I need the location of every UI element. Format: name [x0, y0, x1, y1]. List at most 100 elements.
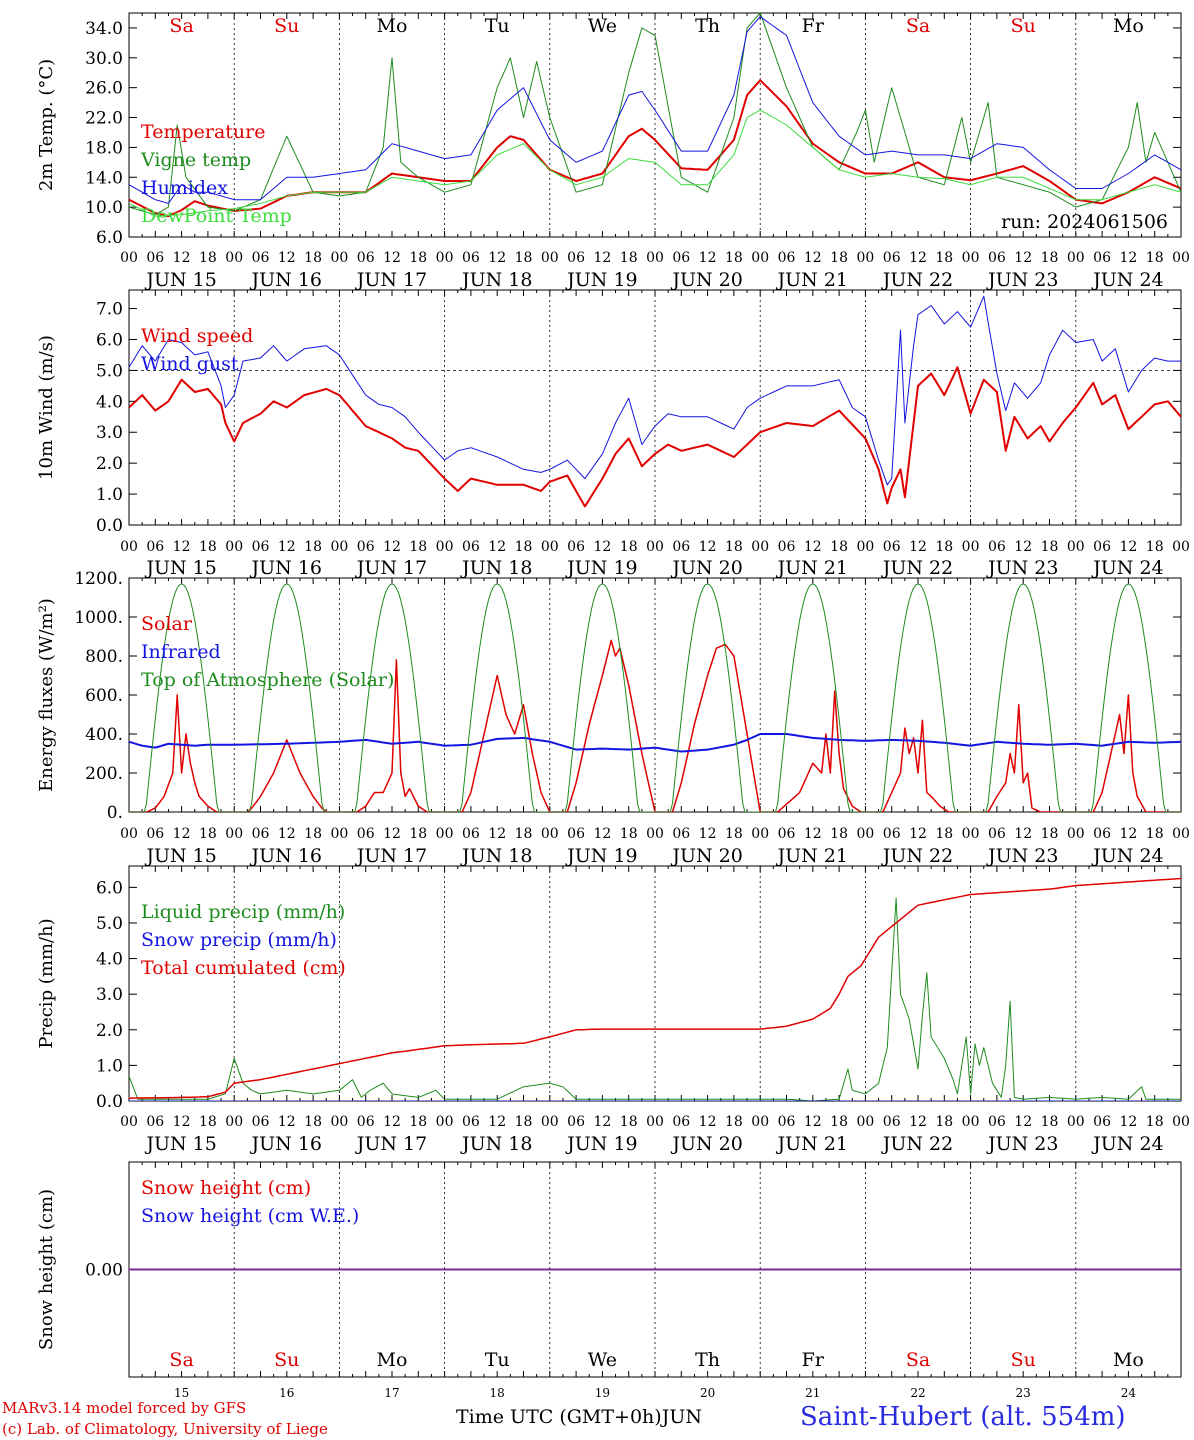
- hour-tick-label: 06: [672, 826, 690, 842]
- hour-tick-label: 06: [462, 1114, 480, 1130]
- hour-tick-label: 12: [593, 1114, 611, 1130]
- hour-tick-label: 18: [725, 1114, 743, 1130]
- hour-tick-label: 12: [173, 1114, 191, 1130]
- hour-tick-label: 06: [146, 250, 164, 266]
- date-label: JUN 23: [986, 269, 1058, 291]
- day-of-week-label: Sa: [169, 1349, 193, 1371]
- date-label: JUN 20: [670, 557, 742, 579]
- series-line: [129, 583, 1181, 812]
- legend-entry: Wind gust: [141, 353, 239, 375]
- hour-tick-label: 18: [1146, 539, 1164, 555]
- date-label: JUN 16: [250, 269, 322, 291]
- hour-tick-label: 00: [1067, 539, 1085, 555]
- day-of-week-label: Th: [695, 1349, 720, 1371]
- hour-tick-label: 06: [567, 539, 585, 555]
- date-label: JUN 17: [355, 1133, 427, 1155]
- day-of-week-label: Sa: [169, 15, 193, 37]
- y-tick-label: 4.0: [96, 950, 123, 970]
- hour-tick-label: 12: [278, 826, 296, 842]
- y-tick-label: 0.0: [96, 516, 123, 536]
- y-tick-label: 3.0: [96, 985, 123, 1005]
- hour-tick-label: 06: [1093, 826, 1111, 842]
- hour-tick-label: 18: [515, 250, 533, 266]
- hour-tick-label: 06: [462, 250, 480, 266]
- date-label: JUN 15: [144, 557, 216, 579]
- date-label: JUN 21: [776, 1133, 848, 1155]
- hour-tick-label: 00: [751, 250, 769, 266]
- hour-tick-label: 06: [1093, 1114, 1111, 1130]
- hour-tick-label: 18: [515, 1114, 533, 1130]
- series-line: [129, 639, 1181, 812]
- x-axis-month: JUN: [661, 1406, 702, 1428]
- hour-tick-label: 12: [1014, 1114, 1032, 1130]
- y-tick-label: 7.0: [96, 300, 123, 320]
- y-tick-label: 0.: [107, 803, 123, 823]
- legend-entry: Wind speed: [141, 325, 253, 347]
- y-tick-label: 6.0: [96, 228, 123, 248]
- hour-tick-label: 06: [883, 1114, 901, 1130]
- legend-entry: DewPoint Temp: [141, 205, 292, 227]
- series-line: [129, 366, 1181, 508]
- day-number-label: 23: [1016, 1386, 1031, 1400]
- date-label: JUN 19: [565, 269, 637, 291]
- y-tick-label: 30.0: [85, 49, 123, 69]
- day-of-week-label: Fr: [802, 15, 825, 37]
- date-label: JUN 21: [776, 557, 848, 579]
- date-label: JUN 20: [670, 269, 742, 291]
- y-tick-label: 600.: [85, 686, 123, 706]
- hour-tick-label: 00: [225, 826, 243, 842]
- hour-tick-label: 06: [988, 1114, 1006, 1130]
- hour-tick-label: 00: [962, 539, 980, 555]
- hour-tick-label: 06: [778, 826, 796, 842]
- y-tick-label: 1000.: [74, 608, 123, 628]
- hour-tick-label: 12: [488, 1114, 506, 1130]
- hour-tick-label: 18: [409, 539, 427, 555]
- hour-tick-label: 12: [909, 1114, 927, 1130]
- date-label: JUN 24: [1091, 269, 1163, 291]
- hour-tick-label: 00: [1067, 826, 1085, 842]
- hour-tick-label: 12: [593, 539, 611, 555]
- day-number-label: 15: [174, 1386, 189, 1400]
- day-number-label: 16: [279, 1386, 294, 1400]
- hour-tick-label: 00: [541, 250, 559, 266]
- hour-tick-label: 18: [409, 826, 427, 842]
- hour-tick-label: 12: [699, 250, 717, 266]
- hour-tick-label: 12: [1119, 539, 1137, 555]
- hour-tick-label: 18: [830, 826, 848, 842]
- day-number-label: 21: [805, 1386, 820, 1400]
- hour-tick-label: 18: [409, 250, 427, 266]
- hour-tick-label: 12: [699, 1114, 717, 1130]
- hour-tick-label: 18: [304, 250, 322, 266]
- y-tick-label: 22.0: [85, 109, 123, 129]
- series-line: [129, 109, 1181, 217]
- hour-tick-label: 12: [488, 539, 506, 555]
- hour-tick-label: 06: [1093, 250, 1111, 266]
- hour-tick-label: 18: [1041, 1114, 1059, 1130]
- hour-tick-label: 18: [935, 826, 953, 842]
- hour-tick-label: 06: [146, 539, 164, 555]
- hour-tick-label: 18: [1146, 826, 1164, 842]
- hour-tick-label: 12: [804, 539, 822, 555]
- date-label: JUN 16: [250, 1133, 322, 1155]
- date-label: JUN 24: [1091, 845, 1163, 867]
- hour-tick-label: 00: [1172, 1114, 1190, 1130]
- hour-tick-label: 18: [1146, 1114, 1164, 1130]
- day-of-week-label: Mo: [377, 1349, 408, 1371]
- hour-tick-label: 18: [620, 826, 638, 842]
- date-label: JUN 21: [776, 845, 848, 867]
- hour-tick-label: 00: [120, 826, 138, 842]
- y-tick-label: 3.0: [96, 423, 123, 443]
- hour-tick-label: 00: [646, 250, 664, 266]
- series-line: [129, 733, 1181, 753]
- hour-tick-label: 18: [199, 1114, 217, 1130]
- legend-entry: Snow height (cm W.E.): [141, 1205, 359, 1227]
- day-of-week-label: Sa: [906, 1349, 930, 1371]
- day-of-week-label: Tu: [485, 15, 510, 37]
- hour-tick-label: 12: [383, 826, 401, 842]
- hour-tick-label: 18: [830, 1114, 848, 1130]
- hour-tick-label: 18: [304, 539, 322, 555]
- hour-tick-label: 00: [330, 539, 348, 555]
- series-line: [129, 13, 1181, 216]
- hour-tick-label: 12: [699, 539, 717, 555]
- date-label: JUN 23: [986, 1133, 1058, 1155]
